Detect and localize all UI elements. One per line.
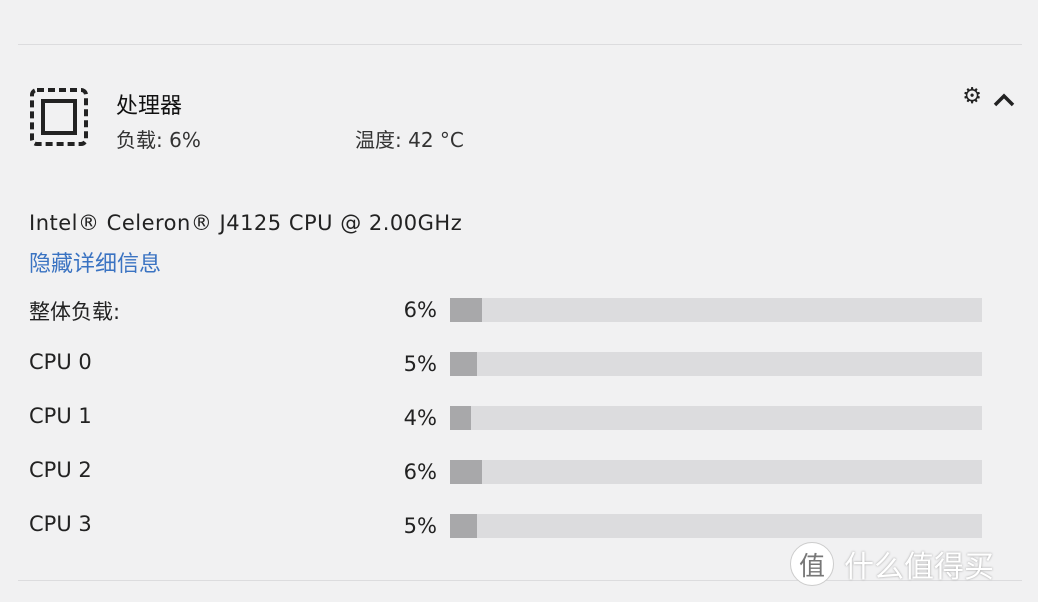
load-row: CPU 2 6% — [29, 458, 982, 484]
chevron-up-icon[interactable] — [992, 88, 1016, 112]
cpu-model: Intel® Celeron® J4125 CPU @ 2.00GHz — [29, 211, 463, 235]
row-label: CPU 2 — [29, 458, 92, 482]
load-bar-fill — [450, 460, 482, 484]
watermark-badge: 值 — [790, 542, 834, 586]
gear-icon[interactable]: ⚙ — [962, 84, 982, 109]
load-bar-fill — [450, 298, 482, 322]
row-label: CPU 3 — [29, 512, 92, 536]
row-percent: 4% — [403, 406, 437, 430]
row-label: CPU 1 — [29, 404, 92, 428]
load-bar — [450, 514, 982, 538]
watermark-text: 什么值得买 — [844, 550, 994, 585]
row-percent: 6% — [403, 460, 437, 484]
watermark: 值 什么值得买 — [790, 542, 994, 586]
load-bar — [450, 406, 982, 430]
load-bar — [450, 460, 982, 484]
row-percent: 5% — [403, 514, 437, 538]
hide-details-link[interactable]: 隐藏详细信息 — [29, 252, 162, 277]
panel-title: 处理器 — [116, 94, 183, 119]
load-row: CPU 0 5% — [29, 350, 982, 376]
load-bar-fill — [450, 406, 472, 430]
load-bar-fill — [450, 352, 477, 376]
load-row: CPU 1 4% — [29, 404, 982, 430]
row-label: 整体负载: — [29, 300, 121, 324]
load-bar — [450, 298, 982, 322]
load-bar — [450, 352, 982, 376]
bottom-divider — [18, 580, 1022, 581]
temperature-summary: 温度: 42 °C — [355, 128, 464, 152]
load-bar-fill — [450, 514, 477, 538]
load-summary: 负载: 6% — [116, 128, 201, 152]
row-label: CPU 0 — [29, 350, 92, 374]
top-divider — [18, 44, 1022, 45]
load-row: 整体负载: 6% — [29, 296, 982, 324]
load-row: CPU 3 5% — [29, 512, 982, 538]
row-percent: 6% — [403, 298, 437, 322]
row-percent: 5% — [403, 352, 437, 376]
cpu-icon — [30, 88, 88, 146]
